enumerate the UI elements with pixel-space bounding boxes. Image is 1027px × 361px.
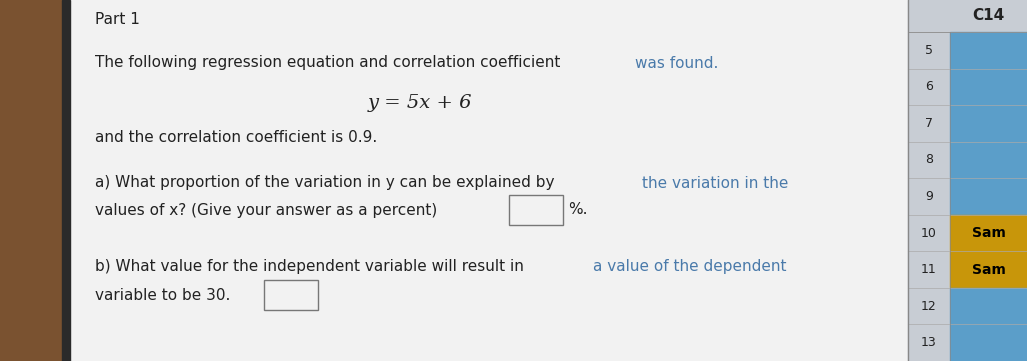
Text: y = 5x + 6: y = 5x + 6 — [368, 94, 472, 112]
Bar — [950, 69, 1027, 105]
Text: a value of the dependent: a value of the dependent — [593, 260, 787, 274]
Bar — [908, 215, 950, 251]
Text: variable to be 30.: variable to be 30. — [96, 287, 230, 303]
Bar — [950, 178, 1027, 215]
Bar — [950, 32, 1027, 69]
Text: the variation in the: the variation in the — [642, 175, 789, 191]
Text: 12: 12 — [921, 300, 937, 313]
Text: 10: 10 — [921, 227, 937, 240]
Bar — [908, 69, 950, 105]
Bar — [70, 0, 908, 361]
Bar — [950, 251, 1027, 288]
Text: The following regression equation and correlation coefficient: The following regression equation and co… — [96, 56, 565, 70]
Bar — [908, 178, 950, 215]
Bar — [908, 325, 950, 361]
Bar — [950, 142, 1027, 178]
Bar — [908, 251, 950, 288]
Text: values of x? (Give your answer as a percent): values of x? (Give your answer as a perc… — [96, 203, 438, 217]
Bar — [950, 325, 1027, 361]
Text: and the correlation coefficient is 0.9.: and the correlation coefficient is 0.9. — [96, 130, 377, 145]
Text: a) What proportion of the variation in y can be explained by: a) What proportion of the variation in y… — [96, 175, 560, 191]
FancyBboxPatch shape — [264, 280, 318, 310]
Text: %.: %. — [568, 203, 587, 217]
Bar — [950, 105, 1027, 142]
Text: 13: 13 — [921, 336, 937, 349]
Bar — [908, 142, 950, 178]
Text: 8: 8 — [925, 153, 933, 166]
Text: 6: 6 — [925, 81, 933, 93]
Bar — [908, 32, 950, 69]
Bar — [62, 0, 70, 361]
Text: 7: 7 — [925, 117, 933, 130]
Text: Sam: Sam — [972, 262, 1005, 277]
Bar — [950, 215, 1027, 251]
Bar — [908, 288, 950, 325]
Text: Part 1: Part 1 — [96, 13, 140, 27]
Text: was found.: was found. — [635, 56, 718, 70]
Bar — [908, 105, 950, 142]
Bar — [908, 0, 1027, 32]
Text: C14: C14 — [973, 9, 1004, 23]
Text: Sam: Sam — [972, 226, 1005, 240]
Text: b) What value for the independent variable will result in: b) What value for the independent variab… — [96, 260, 529, 274]
Text: 9: 9 — [925, 190, 933, 203]
Text: 5: 5 — [925, 44, 933, 57]
Bar — [950, 288, 1027, 325]
Text: 11: 11 — [921, 263, 937, 276]
FancyBboxPatch shape — [509, 195, 563, 225]
